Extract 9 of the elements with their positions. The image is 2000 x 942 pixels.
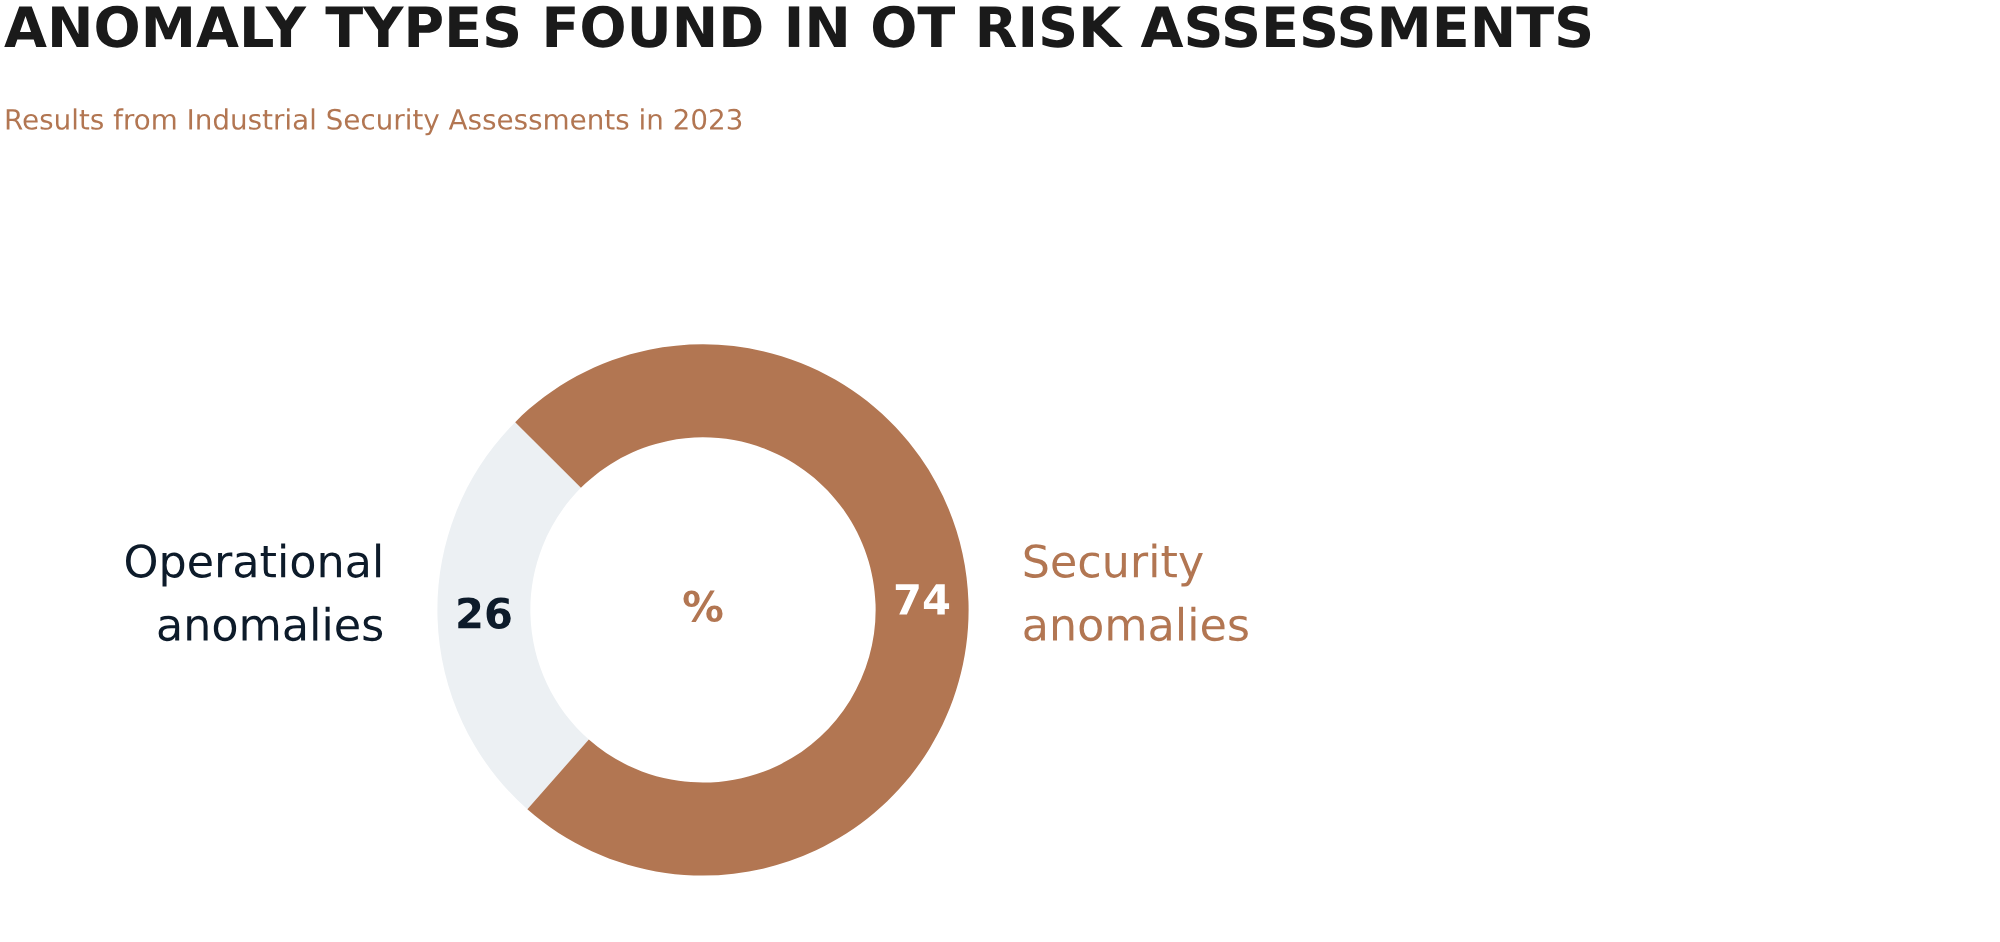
chart-title: ANOMALY TYPES FOUND IN OT RISK ASSESSMENTS: [4, 5, 1591, 48]
donut-slice: [437, 422, 589, 810]
text: %: [683, 590, 723, 623]
data-label: 74: [895, 584, 950, 615]
slice-label: Security anomalies: [1024, 543, 1248, 642]
slice-label: Operational anomalies: [126, 543, 383, 642]
chart-subtitle: Results from Industrial Security Assessments in 2023: [6, 108, 742, 136]
donut-slice: [515, 344, 969, 876]
data-label: 26: [458, 597, 511, 629]
